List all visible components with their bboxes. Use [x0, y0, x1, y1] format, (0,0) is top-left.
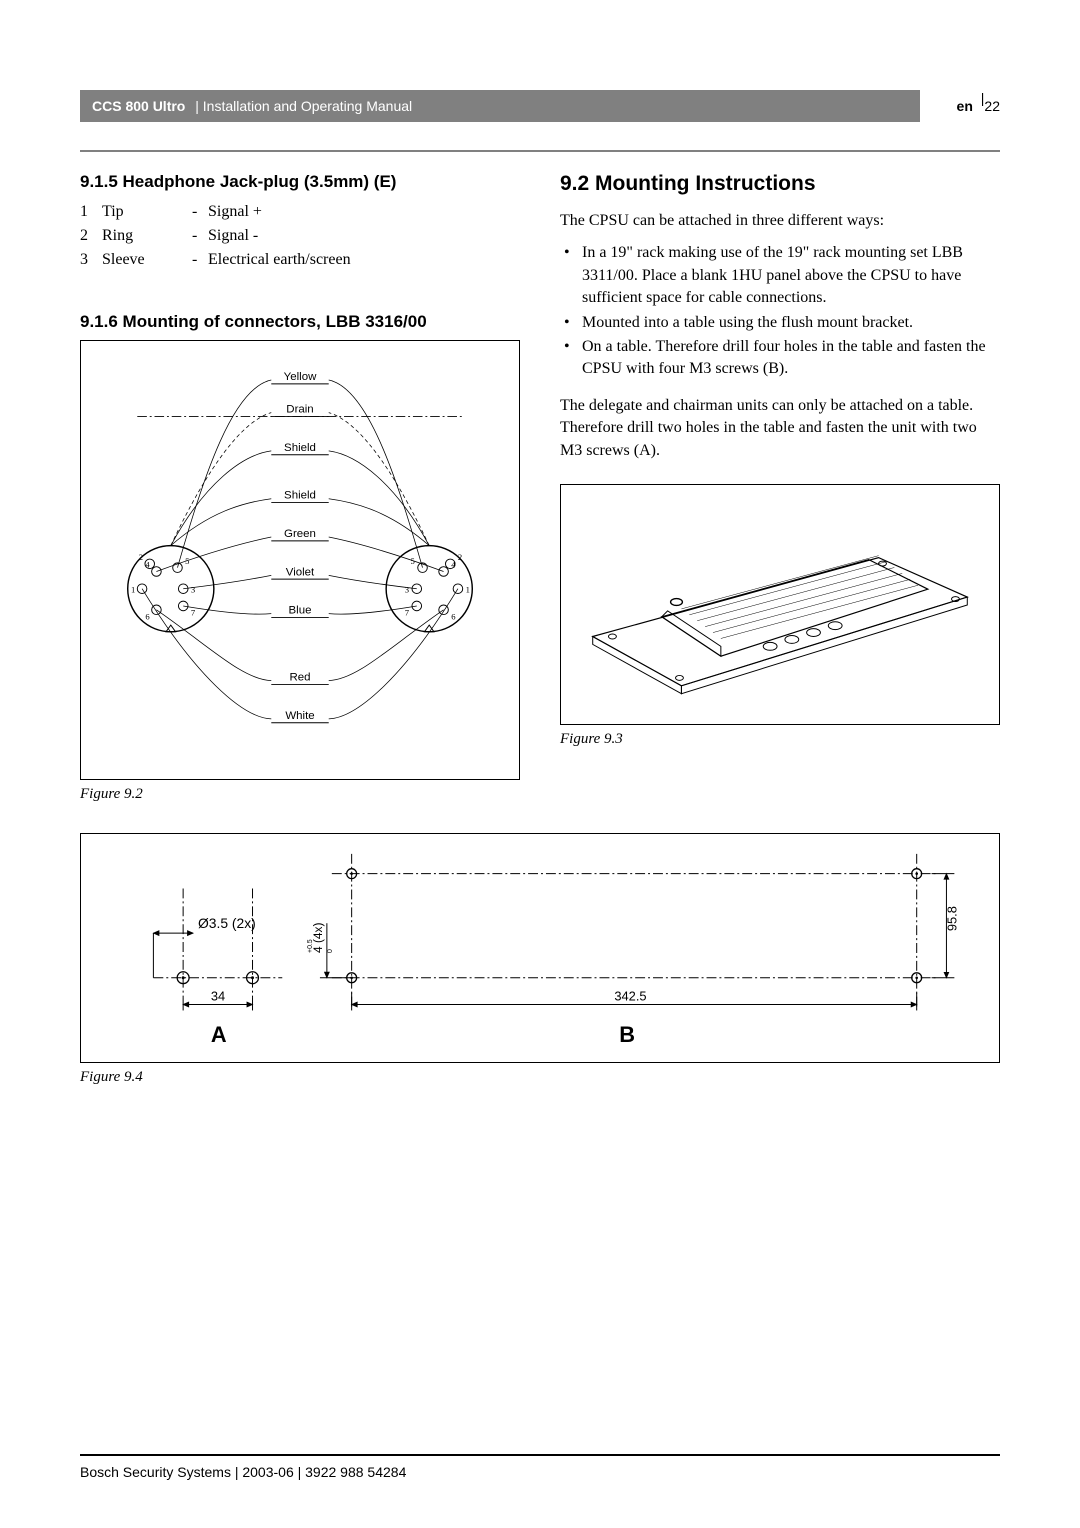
heading-915: 9.1.5 Headphone Jack-plug (3.5mm) (E)	[80, 172, 520, 192]
pin-row: 2 Ring - Signal -	[80, 224, 520, 248]
wire-label: Drain	[286, 404, 313, 416]
page-number: 22	[984, 98, 1000, 114]
svg-text:6: 6	[451, 611, 456, 621]
section-letter-a: A	[211, 1022, 227, 1047]
svg-text:1: 1	[466, 585, 470, 595]
figure-9-3-box	[560, 484, 1000, 725]
pin-desc: Signal +	[208, 200, 262, 224]
header-page-area: en | 22	[920, 90, 1000, 122]
header-separator: |	[191, 98, 202, 114]
section-letter-b: B	[619, 1022, 635, 1047]
svg-text:4: 4	[451, 560, 456, 570]
drill-template-diagram: Ø3.5 (2x) 34 A 4 (4	[81, 834, 999, 1062]
svg-text:1: 1	[131, 585, 135, 595]
para-92-1: The CPSU can be attached in three differ…	[560, 210, 1000, 232]
pin-desc: Signal -	[208, 224, 258, 248]
heading-92: 9.2 Mounting Instructions	[560, 172, 1000, 196]
wire-label: White	[285, 710, 314, 722]
section-b: 4 (4x) +0.5 0 342.5 95.8 B	[307, 854, 959, 1047]
svg-text:7: 7	[405, 608, 410, 618]
svg-text:7: 7	[191, 608, 196, 618]
figure-9-4-caption: Figure 9.4	[80, 1069, 1000, 1086]
right-column: 9.2 Mounting Instructions The CPSU can b…	[560, 172, 1000, 803]
pin-name: Ring	[102, 224, 192, 248]
pin-num: 3	[80, 248, 102, 272]
figure-9-2-caption: Figure 9.2	[80, 786, 520, 803]
para-92-2: The delegate and chairman units can only…	[560, 395, 1000, 462]
pin-num: 1	[80, 200, 102, 224]
pin-row: 1 Tip - Signal +	[80, 200, 520, 224]
header-rule	[80, 150, 1000, 152]
tol-plus: +0.5	[307, 939, 314, 953]
bullet-item: On a table. Therefore drill four holes i…	[560, 336, 1000, 381]
page-separator: |	[977, 90, 985, 122]
pin-desc: Electrical earth/screen	[208, 248, 351, 272]
manual-subtitle: Installation and Operating Manual	[203, 98, 412, 114]
figure-9-2-box: Yellow Drain Shield Shield Green Violet …	[80, 340, 520, 780]
left-column: 9.1.5 Headphone Jack-plug (3.5mm) (E) 1 …	[80, 172, 520, 803]
lang-code: en	[957, 98, 973, 114]
header-title-area: CCS 800 Ultro | Installation and Operati…	[80, 90, 920, 122]
wire-label: Green	[284, 528, 316, 540]
wire-label: Violet	[286, 566, 315, 578]
wire-label: Red	[289, 672, 310, 684]
right-connector: 1 2 3 4 5 6 7	[386, 546, 472, 632]
connector-diagram: Yellow Drain Shield Shield Green Violet …	[89, 359, 511, 761]
jack-pin-list: 1 Tip - Signal + 2 Ring - Signal - 3 Sle…	[80, 200, 520, 272]
footer-rule	[80, 1454, 1000, 1456]
diam-label: Ø3.5 (2x)	[198, 915, 256, 931]
dim-h-value: 95.8	[944, 906, 959, 931]
dim-a-value: 34	[211, 989, 225, 1004]
figure-9-3-caption: Figure 9.3	[560, 731, 1000, 748]
pin-row: 3 Sleeve - Electrical earth/screen	[80, 248, 520, 272]
mounting-bullets: In a 19" rack making use of the 19" rack…	[560, 242, 1000, 380]
left-connector: 1 2 3 4 5 6 7	[128, 546, 214, 632]
svg-text:2: 2	[139, 552, 143, 562]
wire-label: Shield	[284, 442, 316, 454]
svg-text:3: 3	[405, 585, 409, 595]
svg-text:4: 4	[145, 560, 150, 570]
dim-b-value: 342.5	[614, 989, 646, 1004]
svg-text:6: 6	[145, 611, 150, 621]
page-header: CCS 800 Ultro | Installation and Operati…	[80, 90, 1000, 122]
pin-name: Sleeve	[102, 248, 192, 272]
section-a: Ø3.5 (2x) 34 A	[153, 889, 282, 1048]
dash: -	[192, 224, 208, 248]
heading-916: 9.1.6 Mounting of connectors, LBB 3316/0…	[80, 312, 520, 332]
tol-zero: 0	[327, 949, 334, 953]
wire-label: Yellow	[284, 371, 317, 383]
dash: -	[192, 200, 208, 224]
wire-label: Shield	[284, 490, 316, 502]
svg-text:2: 2	[458, 552, 462, 562]
pin-num: 2	[80, 224, 102, 248]
figure-9-4-box: Ø3.5 (2x) 34 A 4 (4	[80, 833, 1000, 1063]
footer-text: Bosch Security Systems | 2003-06 | 3922 …	[80, 1464, 406, 1480]
product-name: CCS 800 Ultro	[92, 98, 185, 114]
flush-mount-illustration	[573, 497, 987, 707]
bullet-item: In a 19" rack making use of the 19" rack…	[560, 242, 1000, 309]
svg-text:3: 3	[191, 585, 195, 595]
wire-label: Blue	[289, 605, 312, 617]
bullet-item: Mounted into a table using the flush mou…	[560, 312, 1000, 334]
pin-name: Tip	[102, 200, 192, 224]
two-column-layout: 9.1.5 Headphone Jack-plug (3.5mm) (E) 1 …	[80, 172, 1000, 803]
dash: -	[192, 248, 208, 272]
